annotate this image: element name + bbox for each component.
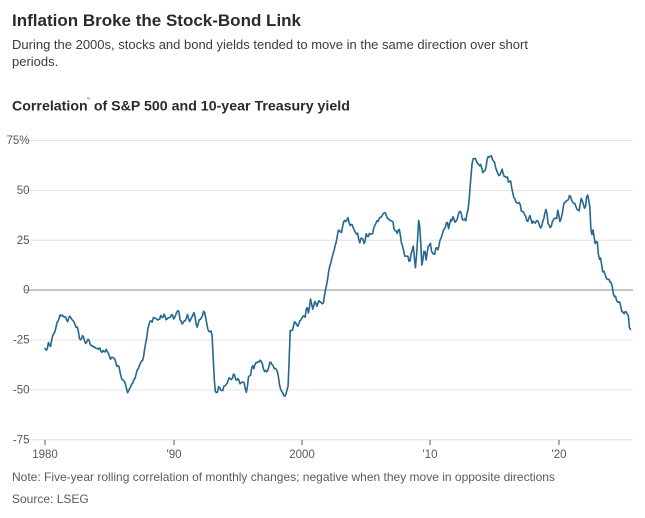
svg-text:'90: '90 <box>167 449 182 461</box>
svg-text:-50: -50 <box>13 384 30 396</box>
svg-text:1980: 1980 <box>32 449 58 461</box>
svg-text:-25: -25 <box>13 335 30 347</box>
svg-text:2000: 2000 <box>289 449 315 461</box>
svg-text:0: 0 <box>23 285 29 297</box>
svg-text:50: 50 <box>17 185 30 197</box>
svg-text:'10: '10 <box>423 449 438 461</box>
svg-text:'20: '20 <box>552 449 567 461</box>
svg-text:25: 25 <box>17 235 30 247</box>
svg-text:-75: -75 <box>13 434 30 446</box>
svg-text:75%: 75% <box>6 135 29 147</box>
